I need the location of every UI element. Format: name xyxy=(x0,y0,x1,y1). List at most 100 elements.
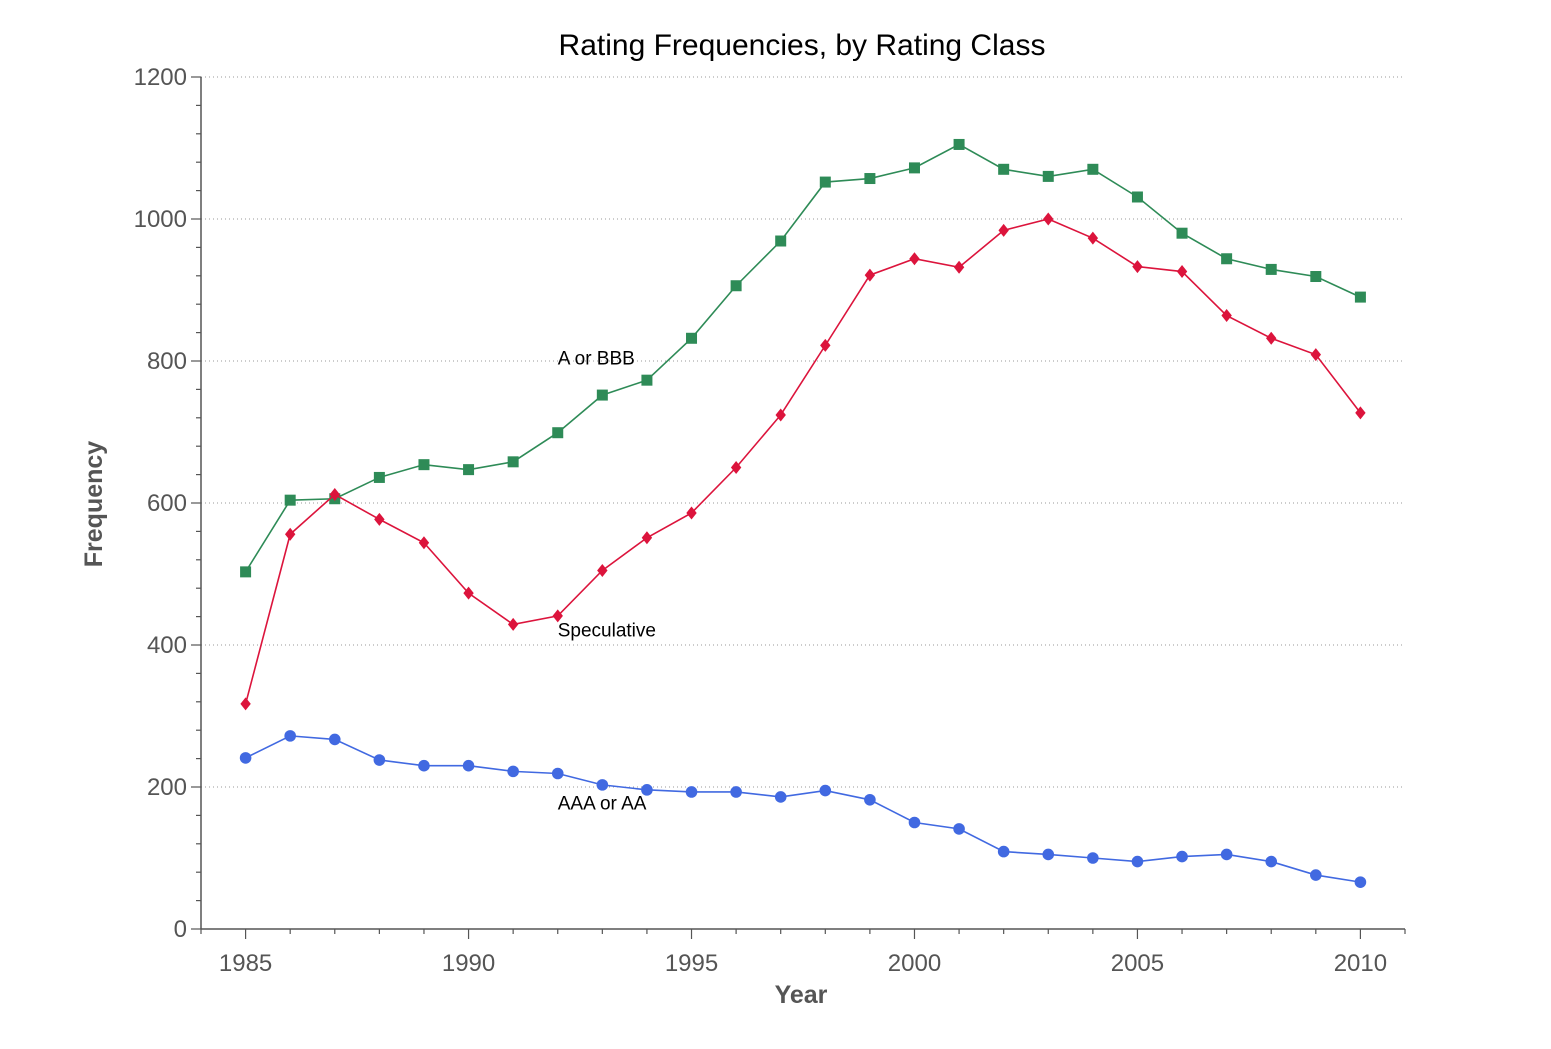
data-point xyxy=(1266,331,1277,345)
y-tick-label: 200 xyxy=(147,774,187,801)
data-point xyxy=(240,566,252,578)
data-point xyxy=(908,162,920,174)
data-point xyxy=(1087,852,1099,864)
data-point xyxy=(329,487,340,501)
data-point xyxy=(1221,309,1232,323)
data-point xyxy=(374,512,385,526)
data-point xyxy=(1042,170,1054,182)
data-point xyxy=(864,173,876,185)
data-point xyxy=(418,536,430,550)
data-point xyxy=(908,816,921,829)
y-tick-label: 800 xyxy=(147,348,187,375)
data-point xyxy=(641,531,653,545)
data-point xyxy=(820,338,831,352)
y-axis-label: Frequency xyxy=(80,441,108,568)
data-point xyxy=(1042,848,1055,861)
series-line-speculative xyxy=(244,218,1362,705)
grid-lines xyxy=(201,76,1405,788)
data-point xyxy=(1176,265,1188,279)
data-point xyxy=(1220,848,1233,861)
data-point xyxy=(507,617,519,631)
data-point xyxy=(507,765,519,778)
data-point xyxy=(864,793,876,806)
data-point xyxy=(998,163,1010,175)
x-tick-label: 1985 xyxy=(219,950,272,977)
data-point xyxy=(551,767,564,780)
data-point xyxy=(328,733,341,746)
data-point xyxy=(1131,191,1143,203)
data-point xyxy=(463,586,474,600)
data-point xyxy=(909,252,920,266)
data-point xyxy=(1131,855,1144,868)
data-point xyxy=(775,408,786,422)
data-point xyxy=(418,459,430,471)
data-point xyxy=(1310,348,1322,362)
data-point xyxy=(596,389,608,401)
data-point xyxy=(284,527,296,541)
data-point xyxy=(641,784,653,796)
data-point xyxy=(284,730,296,742)
data-point xyxy=(774,791,787,803)
data-point xyxy=(686,332,698,344)
data-point xyxy=(1355,406,1366,420)
data-point xyxy=(239,752,252,764)
x-tick-label: 1990 xyxy=(442,950,495,977)
data-point xyxy=(953,823,965,835)
data-point xyxy=(284,494,296,506)
data-point xyxy=(463,464,475,476)
series-aaa-or-aa xyxy=(239,730,1367,888)
series-group xyxy=(239,138,1367,888)
series-annotation: Speculative xyxy=(558,620,656,641)
data-point xyxy=(373,471,385,483)
data-point xyxy=(240,697,251,711)
data-point xyxy=(1310,869,1322,881)
data-point xyxy=(1221,253,1233,265)
data-point xyxy=(997,845,1010,858)
data-point xyxy=(1354,876,1367,888)
data-point xyxy=(1043,212,1054,226)
data-point xyxy=(775,235,787,247)
data-point xyxy=(819,176,831,188)
x-axis-label: Year xyxy=(775,981,828,1009)
x-tick-label: 2010 xyxy=(1334,950,1387,977)
data-point xyxy=(373,754,386,766)
data-point xyxy=(953,138,965,150)
data-point xyxy=(1265,263,1277,275)
y-tick-label: 0 xyxy=(174,916,187,943)
chart-title: Rating Frequencies, by Rating Class xyxy=(559,29,1046,62)
data-point xyxy=(552,427,564,439)
data-point xyxy=(597,563,608,577)
x-tick-label: 2000 xyxy=(888,950,941,977)
axes: 0 200 400 600 800 1000 1200 1985 1990 1995 2000 200… xyxy=(134,64,1406,977)
data-point xyxy=(418,759,430,772)
data-point xyxy=(998,223,1009,237)
series-line-aaa-or-aa xyxy=(245,735,1361,883)
series-speculative xyxy=(240,212,1366,711)
data-point xyxy=(462,759,475,772)
data-point xyxy=(1176,227,1188,239)
series-line-a-or-bbb xyxy=(244,143,1361,573)
data-point xyxy=(686,506,697,520)
data-point xyxy=(864,268,876,282)
data-point xyxy=(596,779,609,791)
y-tick-label: 1000 xyxy=(134,206,187,233)
data-point xyxy=(819,784,832,797)
series-annotation: AAA or AA xyxy=(558,794,647,815)
x-tick-label: 2005 xyxy=(1111,950,1164,977)
series-a-or-bbb xyxy=(240,138,1366,578)
data-point xyxy=(641,374,653,386)
x-tick-label: 1995 xyxy=(665,950,718,977)
annotations: A or BBB Speculative AAA or AA xyxy=(558,349,656,815)
series-annotation: A or BBB xyxy=(558,349,635,370)
y-tick-label: 400 xyxy=(147,632,187,659)
data-point xyxy=(1354,291,1366,303)
data-point xyxy=(1132,260,1143,274)
y-tick-label: 600 xyxy=(147,490,187,517)
data-point xyxy=(1087,163,1099,175)
data-point xyxy=(730,461,742,474)
data-point xyxy=(507,456,519,468)
data-point xyxy=(1310,271,1322,283)
data-point xyxy=(953,260,965,274)
